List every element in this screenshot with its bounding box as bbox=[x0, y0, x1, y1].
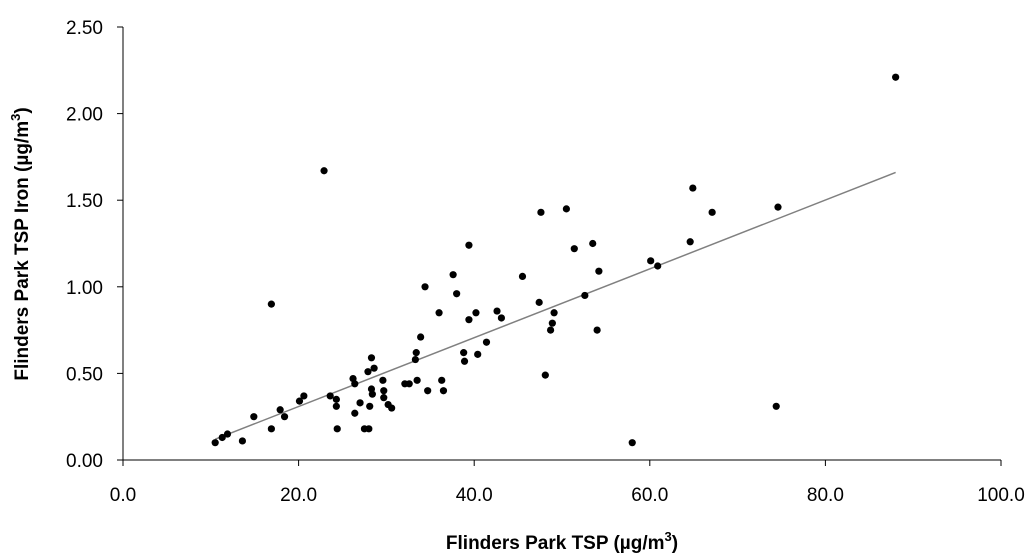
data-point bbox=[364, 368, 372, 376]
data-point bbox=[367, 354, 376, 362]
data-point bbox=[421, 283, 429, 291]
data-point bbox=[654, 262, 662, 270]
data-point bbox=[333, 425, 341, 433]
data-point bbox=[593, 326, 601, 334]
data-point bbox=[211, 439, 219, 447]
data-point bbox=[686, 238, 694, 246]
data-point bbox=[320, 167, 328, 175]
x-tick-label: 80.0 bbox=[807, 485, 844, 506]
y-tick-label: 0.00 bbox=[66, 451, 103, 472]
data-point bbox=[250, 413, 258, 421]
data-point bbox=[439, 387, 448, 395]
y-tick-label: 1.00 bbox=[66, 278, 103, 299]
data-point bbox=[300, 392, 308, 400]
data-point bbox=[774, 203, 782, 211]
trendline bbox=[214, 171, 896, 440]
data-point bbox=[474, 350, 482, 358]
x-tick-label: 40.0 bbox=[456, 485, 493, 506]
data-point bbox=[405, 380, 413, 388]
x-tick-label: 60.0 bbox=[631, 485, 668, 506]
data-point bbox=[589, 239, 597, 248]
data-point bbox=[365, 425, 373, 433]
data-point bbox=[435, 309, 443, 317]
data-point bbox=[413, 376, 421, 384]
data-points bbox=[211, 73, 900, 447]
data-point bbox=[518, 272, 527, 281]
y-tick-label: 2.00 bbox=[66, 105, 103, 126]
y-tick-label: 1.50 bbox=[66, 191, 103, 212]
data-point bbox=[537, 208, 545, 216]
data-point bbox=[370, 364, 378, 372]
x-tick-label: 0.0 bbox=[110, 485, 136, 506]
y-tick-label: 0.50 bbox=[66, 364, 103, 385]
data-point bbox=[326, 392, 334, 400]
data-point bbox=[535, 298, 543, 306]
data-point bbox=[223, 430, 232, 438]
axes bbox=[117, 26, 1002, 466]
data-point bbox=[541, 371, 549, 379]
data-point bbox=[562, 205, 570, 213]
data-point bbox=[238, 437, 247, 445]
data-point bbox=[412, 349, 420, 357]
data-point bbox=[449, 271, 457, 279]
data-point bbox=[708, 208, 716, 216]
data-point bbox=[280, 413, 289, 421]
data-point bbox=[379, 376, 387, 384]
data-point bbox=[332, 402, 340, 410]
data-point bbox=[424, 387, 432, 395]
data-point bbox=[388, 404, 396, 412]
data-point bbox=[548, 319, 556, 327]
data-point bbox=[267, 300, 275, 308]
tick-labels: 0.0 20.0 40.0 60.0 80.0 100.0 0.00 0.50 1.00 1.50… bbox=[66, 18, 1025, 506]
data-point bbox=[493, 307, 501, 315]
x-axis-title: Flinders Park TSP (µg/m3) bbox=[446, 529, 678, 554]
data-point bbox=[295, 397, 304, 405]
data-point bbox=[647, 257, 655, 265]
data-point bbox=[465, 316, 473, 324]
data-point bbox=[368, 390, 376, 398]
data-point bbox=[218, 433, 226, 442]
data-point bbox=[497, 314, 506, 322]
data-point bbox=[595, 267, 603, 275]
data-point bbox=[570, 245, 578, 253]
data-point bbox=[772, 402, 780, 410]
data-point bbox=[417, 333, 425, 341]
data-point bbox=[546, 326, 555, 334]
data-point bbox=[472, 309, 480, 317]
data-point bbox=[550, 309, 558, 317]
data-point bbox=[267, 425, 275, 433]
data-point bbox=[460, 357, 469, 365]
data-point bbox=[581, 291, 589, 300]
data-point bbox=[465, 241, 473, 249]
data-point bbox=[366, 402, 374, 410]
data-point bbox=[482, 338, 491, 346]
x-tick-label: 20.0 bbox=[280, 485, 317, 506]
y-tick-label: 2.50 bbox=[66, 18, 103, 39]
data-point bbox=[453, 290, 461, 298]
data-point bbox=[276, 406, 284, 414]
data-point bbox=[460, 349, 468, 357]
data-point bbox=[351, 409, 359, 417]
data-point bbox=[628, 439, 636, 447]
data-point bbox=[411, 355, 419, 364]
data-point bbox=[689, 184, 697, 192]
data-point bbox=[332, 395, 340, 403]
data-point bbox=[380, 394, 388, 402]
x-tick-label: 100.0 bbox=[977, 485, 1025, 506]
data-point bbox=[351, 380, 359, 388]
data-point bbox=[380, 387, 388, 395]
data-point bbox=[892, 73, 900, 81]
data-point bbox=[438, 376, 446, 384]
y-axis-title: Flinders Park TSP Iron (µg/m3) bbox=[8, 107, 33, 380]
data-point bbox=[356, 399, 364, 407]
